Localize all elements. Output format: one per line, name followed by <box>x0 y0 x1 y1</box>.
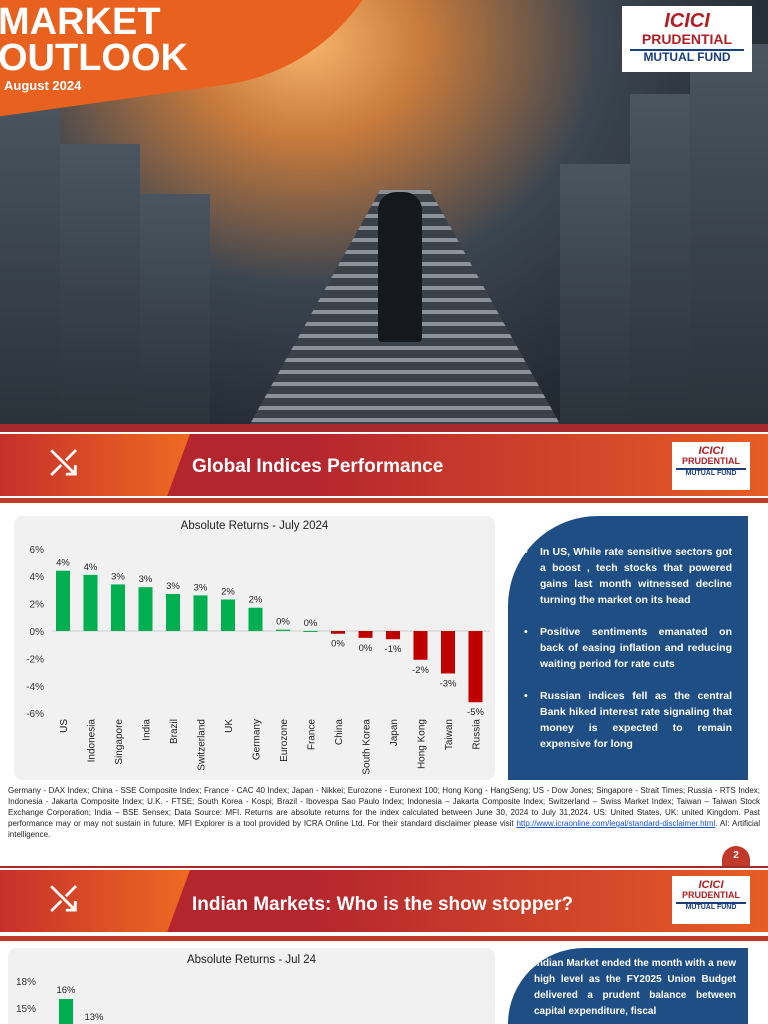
brand-logo-small: ICICI PRUDENTIAL MUTUAL FUND <box>672 876 750 924</box>
businessman-figure <box>378 192 422 342</box>
global-returns-chart: Absolute Returns - July 2024 6% 4% 2% 0% -2%… <box>14 516 495 780</box>
bar-brazil <box>166 594 180 631</box>
footnote: Germany - DAX Index; China - SSE Composi… <box>8 786 760 839</box>
section-title: Global Indices Performance <box>192 456 444 477</box>
page-number: 2 <box>722 846 750 866</box>
bar-russia <box>468 631 483 703</box>
bar-uk <box>221 599 235 631</box>
indian-returns-chart: Absolute Returns - Jul 24 18% 15% 16% 13% <box>8 948 495 1024</box>
data-label: 2% <box>221 586 235 597</box>
x-tick-label: Germany <box>252 719 263 760</box>
data-label: -1% <box>385 644 402 655</box>
x-tick-label: UK <box>224 719 235 733</box>
commentary-text: Indian Market ended the month with a new… <box>534 958 736 1017</box>
bar-japan <box>386 631 400 640</box>
bullet-3: Russian indices fell as the central Bank… <box>524 688 732 752</box>
x-tick-label: Singapore <box>114 719 125 765</box>
bullet-1: In US, While rate sensitive sectors got … <box>524 544 732 608</box>
bar-indonesia <box>83 574 98 631</box>
chart-svg: 6% 4% 2% 0% -2% -4% -6% 4% US 4% Indonesia 3% Singap… <box>26 545 490 775</box>
x-tick-label: India <box>142 719 153 741</box>
cover-title: MARKET OUTLOOK <box>0 1 188 79</box>
bar-hong-kong <box>413 631 428 660</box>
commentary-panel: In US, While rate sensitive sectors got … <box>508 516 748 780</box>
y-tick-label: 2% <box>30 600 45 611</box>
bar-india <box>138 587 153 631</box>
x-tick-label: Taiwan <box>444 719 455 750</box>
growth-arrows-icon: ⤯ <box>50 444 78 482</box>
x-tick-label: South Korea <box>362 719 373 775</box>
data-label: 3% <box>166 581 180 592</box>
data-label: 4% <box>84 562 98 573</box>
data-label: -5% <box>467 707 484 718</box>
data-label: 0% <box>359 643 373 654</box>
chart-title: Absolute Returns - July 2024 <box>180 520 329 532</box>
y-tick-label: 4% <box>30 572 45 583</box>
bar <box>59 999 73 1024</box>
bullet-2: Positive sentiments emanated on back of … <box>524 624 732 672</box>
bar-singapore <box>111 584 125 631</box>
y-tick-label: 0% <box>30 627 45 638</box>
x-tick-label: China <box>334 719 345 746</box>
data-label: -2% <box>412 665 429 676</box>
bar-china <box>331 631 345 634</box>
disclaimer-link[interactable]: http://www.icraonline.com/legal/standard… <box>516 819 716 828</box>
data-label: 0% <box>304 618 318 629</box>
data-label: 4% <box>56 558 70 569</box>
bar-switzerland <box>193 595 208 631</box>
data-label: 3% <box>139 574 153 585</box>
data-label: 3% <box>194 582 208 593</box>
y-tick-label: -4% <box>26 682 44 693</box>
x-tick-label: Indonesia <box>87 719 98 763</box>
y-tick-label: 6% <box>30 545 45 556</box>
bar-eurozone <box>276 629 290 631</box>
bar-taiwan <box>441 631 455 674</box>
growth-arrows-icon: ⤯ <box>50 880 78 918</box>
x-tick-label: Hong Kong <box>417 719 428 769</box>
cover-date: August 2024 <box>4 78 82 93</box>
brand-logo: ICICI PRUDENTIAL MUTUAL FUND <box>622 6 752 72</box>
x-tick-label: Russia <box>472 719 483 750</box>
y-tick-label: 18% <box>16 977 36 988</box>
data-label: 2% <box>249 595 263 606</box>
bar-germany <box>248 607 263 631</box>
x-tick-label: Switzerland <box>197 719 208 771</box>
data-label: 0% <box>331 639 345 650</box>
indian-commentary-panel: Indian Market ended the month with a new… <box>508 948 748 1024</box>
data-label: 13% <box>84 1012 104 1023</box>
bar-us <box>56 570 70 631</box>
x-tick-label: France <box>307 719 318 751</box>
chart-svg: 18% 15% 16% 13% <box>16 977 104 1024</box>
data-label: 16% <box>56 985 76 996</box>
chart-title: Absolute Returns - Jul 24 <box>186 954 317 966</box>
data-label: 0% <box>276 617 290 628</box>
section-header-indian: ⤯ Indian Markets: Who is the show stoppe… <box>0 870 768 932</box>
y-tick-label: -2% <box>26 654 44 665</box>
x-tick-label: Japan <box>389 719 400 746</box>
bar-south-korea <box>358 631 373 638</box>
brand-logo-small: ICICI PRUDENTIAL MUTUAL FUND <box>672 442 750 490</box>
x-tick-label: Eurozone <box>279 719 290 762</box>
bar-france <box>303 631 318 632</box>
y-tick-label: 15% <box>16 1004 36 1015</box>
data-label: -3% <box>440 678 457 689</box>
section-header-global: ⤯ Global Indices Performance ICICI PRUDEN… <box>0 434 768 496</box>
x-tick-label: Brazil <box>169 719 180 744</box>
section-title: Indian Markets: Who is the show stopper? <box>192 894 574 915</box>
x-tick-label: US <box>59 719 70 733</box>
data-label: 3% <box>111 571 125 582</box>
y-tick-label: -6% <box>26 709 44 720</box>
